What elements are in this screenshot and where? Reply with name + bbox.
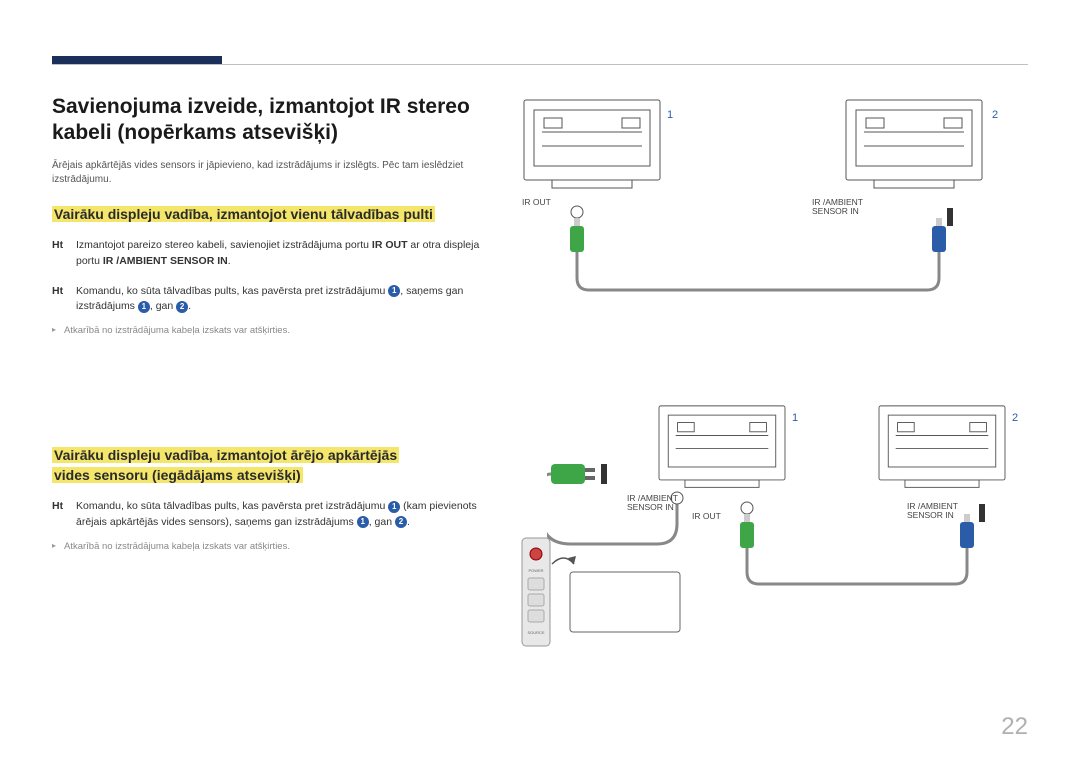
cable-2-icon (737, 494, 997, 594)
note-2: Atkarībā no izstrādājuma kabeļa izskats … (52, 541, 482, 552)
diagram2-label-1: 1 (792, 412, 798, 424)
badge-1-icon: 1 (138, 301, 150, 313)
section-2: Vairāku displeju vadība, izmantojot ārēj… (52, 446, 482, 552)
step-1b-text: Komandu, ko sūta tālvadības pults, kas p… (76, 499, 482, 531)
badge-1-icon: 1 (388, 285, 400, 297)
main-content: Savienojuma izveide, izmantojot IR stere… (52, 94, 1028, 552)
badge-1-icon: 1 (357, 516, 369, 528)
svg-text:SOURCE: SOURCE (527, 630, 544, 635)
step-2a-text: Komandu, ko sūta tālvadības pults, kas p… (76, 284, 482, 316)
highlight-1: Vairāku displeju vadība, izmantojot vien… (52, 206, 435, 222)
step-label: Ht (52, 284, 66, 316)
badge-1-icon: 1 (388, 501, 400, 513)
monitor-2-icon (844, 98, 984, 193)
cable-1-icon (567, 198, 967, 298)
subtitle-2: Vairāku displeju vadība, izmantojot ārēj… (52, 446, 482, 485)
diagram1-label-2: 2 (992, 109, 998, 121)
monitor-1-icon (522, 98, 662, 193)
monitor-4-icon (877, 404, 1007, 492)
subtitle-1: Vairāku displeju vadība, izmantojot vien… (52, 205, 482, 225)
step-1a-text: Izmantojot pareizo stereo kabeli, savien… (76, 238, 482, 270)
header-accent (52, 56, 222, 64)
note-1: Atkarībā no izstrādājuma kabeļa izskats … (52, 325, 482, 336)
step-1a: Ht Izmantojot pareizo stereo kabeli, sav… (52, 238, 482, 270)
header-rule (52, 64, 1028, 65)
highlight-2b: vides sensoru (iegādājams atsevišķi) (52, 467, 303, 483)
badge-2-icon: 2 (395, 516, 407, 528)
step-label: Ht (52, 238, 66, 270)
badge-2-icon: 2 (176, 301, 188, 313)
step-label: Ht (52, 499, 66, 531)
page-title: Savienojuma izveide, izmantojot IR stere… (52, 94, 482, 147)
step-1b: Ht Komandu, ko sūta tālvadības pults, ka… (52, 499, 482, 531)
highlight-2a: Vairāku displeju vadība, izmantojot ārēj… (52, 447, 399, 463)
step-2a: Ht Komandu, ko sūta tālvadības pults, ka… (52, 284, 482, 316)
diagram2-label-2: 2 (1012, 412, 1018, 424)
right-column: 1 2 IR OUT IR /AMBIENT SENSOR IN (512, 94, 1028, 552)
svg-text:POWER: POWER (528, 568, 543, 573)
label-irout: IR OUT (522, 198, 551, 207)
left-column: Savienojuma izveide, izmantojot IR stere… (52, 94, 482, 552)
diagram1-label-1: 1 (667, 109, 673, 121)
page-number: 22 (1001, 713, 1028, 741)
intro-text: Ārējais apkārtējās vides sensors ir jāpi… (52, 159, 482, 187)
remote-sensor-icon: POWER SOURCE (512, 534, 692, 654)
